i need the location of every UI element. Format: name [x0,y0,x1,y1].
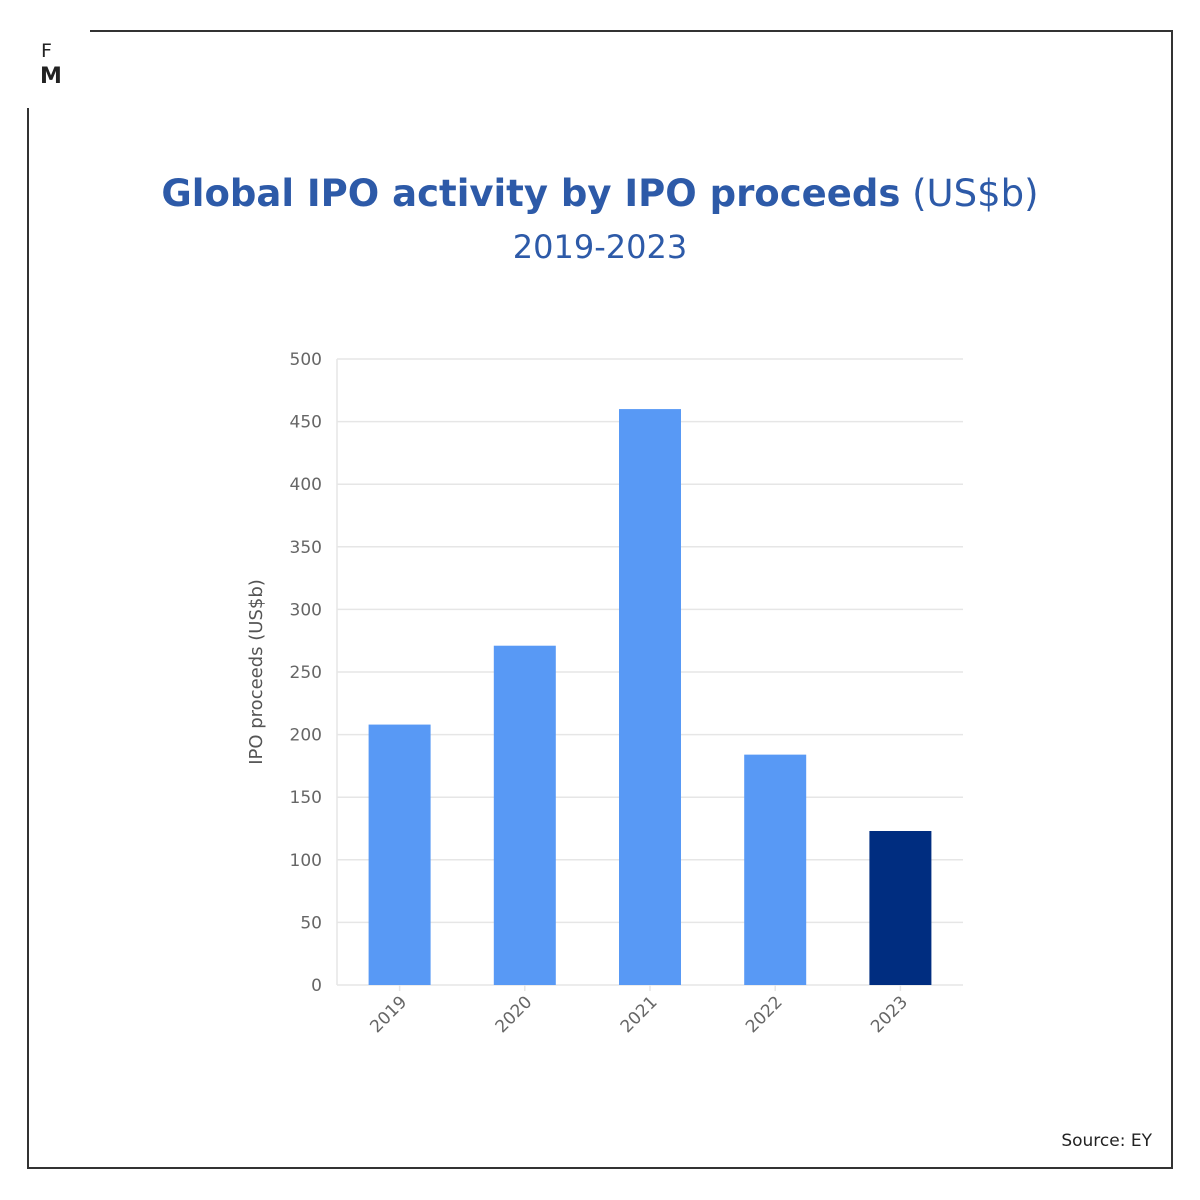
chart-title-main: Global IPO activity by IPO proceeds [161,172,901,215]
y-tick-label: 0 [311,976,322,996]
chart-title-unit: (US$b) [912,172,1039,215]
y-tick-label: 50 [300,913,322,933]
x-tick-label: 2020 [492,992,537,1037]
chart-frame [27,30,1173,1169]
bar-2022 [744,754,807,985]
chart-title: Global IPO activity by IPO proceeds (US$… [0,168,1200,220]
logo-letter-bottom: M [40,64,62,89]
y-tick-label: 350 [290,538,322,558]
y-tick-label: 100 [290,851,322,871]
bar-2019 [368,724,431,985]
logo-letter-top: F [41,40,52,62]
bar-2020 [493,645,556,985]
title-block: Global IPO activity by IPO proceeds (US$… [0,168,1200,270]
bars [368,409,932,986]
y-tick-label: 250 [290,663,322,683]
source-note: Source: EY [1061,1131,1152,1151]
y-tick-label: 300 [290,600,322,620]
x-tick-labels: 2019 2020 2021 2022 2023 [366,985,912,1037]
bar-2023 [869,831,932,985]
x-tick-label: 2022 [742,992,787,1037]
chart-subtitle: 2019-2023 [512,228,688,266]
y-tick-label: 200 [290,726,322,746]
x-tick-label: 2021 [617,992,662,1037]
y-tick-label: 400 [290,475,322,495]
y-tick-label: 150 [290,788,322,808]
logo [14,16,90,108]
y-tick-label: 500 [290,350,322,370]
y-tick-labels: 0 50 100 150 200 250 300 350 400 450 500 [290,350,322,996]
bar-2021 [619,409,681,986]
y-tick-label: 450 [290,413,322,433]
x-tick-label: 2019 [366,992,411,1037]
x-tick-label: 2023 [867,992,912,1037]
y-axis-label: IPO proceeds (US$b) [246,579,267,765]
